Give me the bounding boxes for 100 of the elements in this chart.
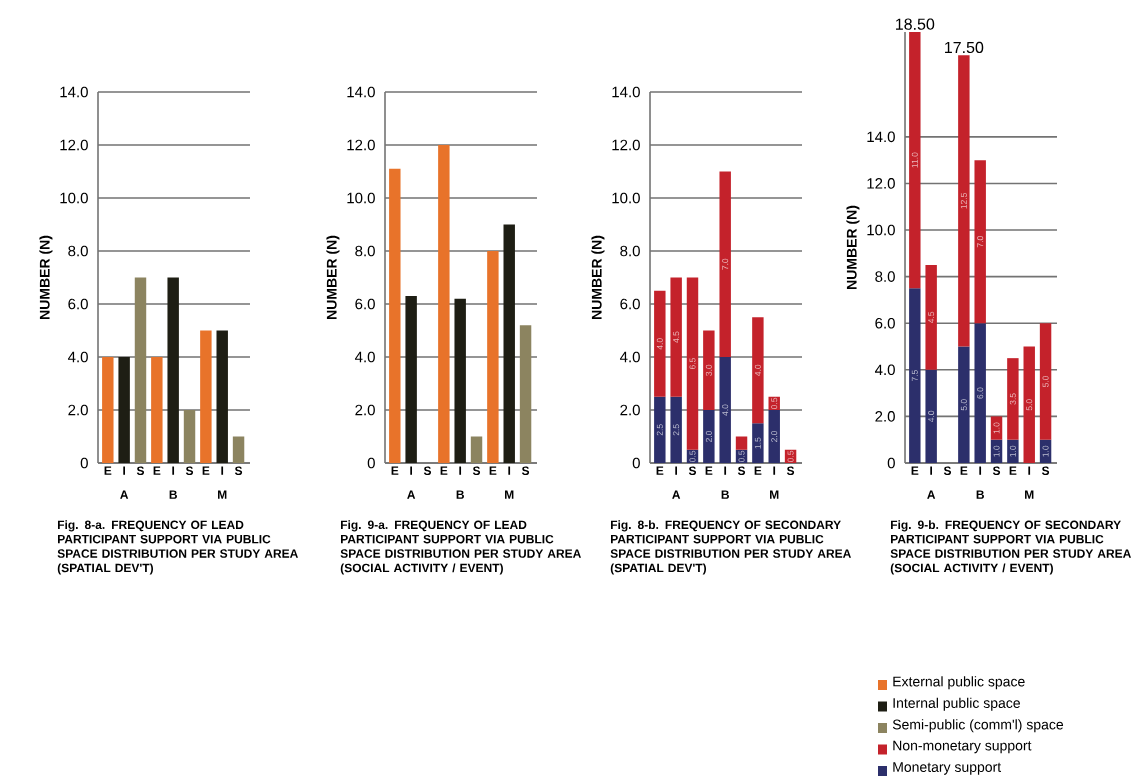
x-tick-label: S [992,466,1001,476]
bar [974,160,986,324]
bar [958,346,970,463]
data-label: 1.0 [993,422,1000,434]
bar [686,277,699,450]
bar [735,436,748,450]
data-label: 1.0 [993,445,1000,457]
x-tick-label: E [489,466,497,475]
y-tick-label: 8.0 [355,245,375,257]
legend-label: Semi-public (comm'l) space [892,719,1064,733]
y-tick-label: 0 [887,457,895,469]
text: B [456,490,464,499]
total-label: 17.50 [945,41,984,54]
text: B [169,490,177,499]
bar [454,298,466,463]
x-tick-label: E [754,466,762,475]
bar [990,439,1003,463]
bar [974,323,986,463]
bar [909,31,921,289]
x-tick-label: S [943,466,952,476]
y-tick-label: 6.0 [355,298,375,310]
x-tick-label: I [508,466,511,475]
data-label: 7.0 [977,236,984,248]
bar [654,290,666,397]
y-tick-label: 4.0 [354,351,375,363]
x-tick-label: I [459,466,462,475]
y-axis-title: NUMBER (N) [39,235,53,319]
bar [990,416,1003,440]
y-tick-label: 8.0 [620,245,640,257]
x-tick-label: S [234,466,243,476]
bar [752,317,764,424]
bar [134,277,147,463]
x-tick-label: E [391,466,399,475]
data-label: 0.5 [689,450,696,462]
legend-label: Monetary support [893,762,1002,775]
text: M [505,490,514,499]
text: M [1025,490,1034,499]
y-tick-label: 14.0 [60,86,88,98]
y-tick-label: 10.0 [867,224,895,236]
y-tick-label: 8.0 [68,245,88,257]
text: A [927,490,936,499]
total-label: 18.50 [896,18,935,30]
x-tick-label: S [688,466,697,476]
data-label: 2.0 [705,430,712,442]
x-tick-label: S [136,466,145,476]
x-tick-label: I [930,466,933,475]
data-label: 7.5 [911,370,918,382]
y-tick-label: 14.0 [347,86,375,98]
bar [167,277,179,463]
bar [1007,439,1019,463]
bar [1039,323,1052,440]
bar [654,396,666,463]
x-tick-label: S [1041,466,1050,476]
x-tick-label: E [911,466,919,475]
x-tick-label: S [472,466,481,476]
y-tick-label: 2.0 [620,404,640,416]
x-tick-label: I [773,466,776,475]
x-tick-label: S [423,466,432,476]
data-label: 2.0 [771,430,778,442]
x-tick-label: S [185,466,194,476]
bar [670,277,682,397]
data-label: 1.0 [1009,445,1016,457]
data-label: 5.0 [1026,399,1033,411]
bar [200,330,212,463]
data-label: 6.0 [977,387,984,399]
x-tick-label: E [1009,466,1017,475]
y-axis-title: NUMBER (N) [846,205,860,289]
x-tick-label: I [1028,466,1031,475]
y-tick-label: 6.0 [68,298,88,310]
text: B [721,490,729,499]
data-label: 1.0 [1042,445,1049,457]
bar [703,410,715,463]
x-tick-label: S [521,466,530,476]
text: A [120,490,129,499]
y-tick-label: 2.0 [68,404,88,416]
y-tick-label: 12.0 [60,139,88,151]
data-label: 1.5 [754,437,761,449]
bar [958,55,970,347]
x-tick-label: I [410,466,413,475]
data-label: 2.5 [673,424,680,436]
bar [389,168,401,463]
bar [216,330,228,463]
y-tick-label: 4.0 [874,364,895,376]
data-label: 2.5 [656,424,663,436]
data-label: 11.0 [911,152,918,168]
text: A [407,490,416,499]
y-tick-label: 4.0 [619,351,640,363]
y-tick-label: 6.0 [620,298,640,310]
bar [925,369,937,463]
data-label: 6.5 [689,358,696,370]
y-tick-label: 12.0 [612,139,640,151]
data-label: 4.5 [673,331,680,343]
data-label: 4.5 [928,311,935,324]
data-label: 4.0 [656,338,663,350]
bar [470,436,483,463]
data-label: 0.5 [738,450,745,462]
x-tick-label: I [724,466,727,475]
text: Fig. 9-b. FREQUENCY OF SECONDARY PARTICIPANT SUPPORT VIA PUBLIC SPACE DISTRIBUTION PER STUDY AREA (SOCIAL ACTIVITY / EVENT) [890,520,1131,575]
bar [768,410,780,463]
bar [909,288,921,463]
